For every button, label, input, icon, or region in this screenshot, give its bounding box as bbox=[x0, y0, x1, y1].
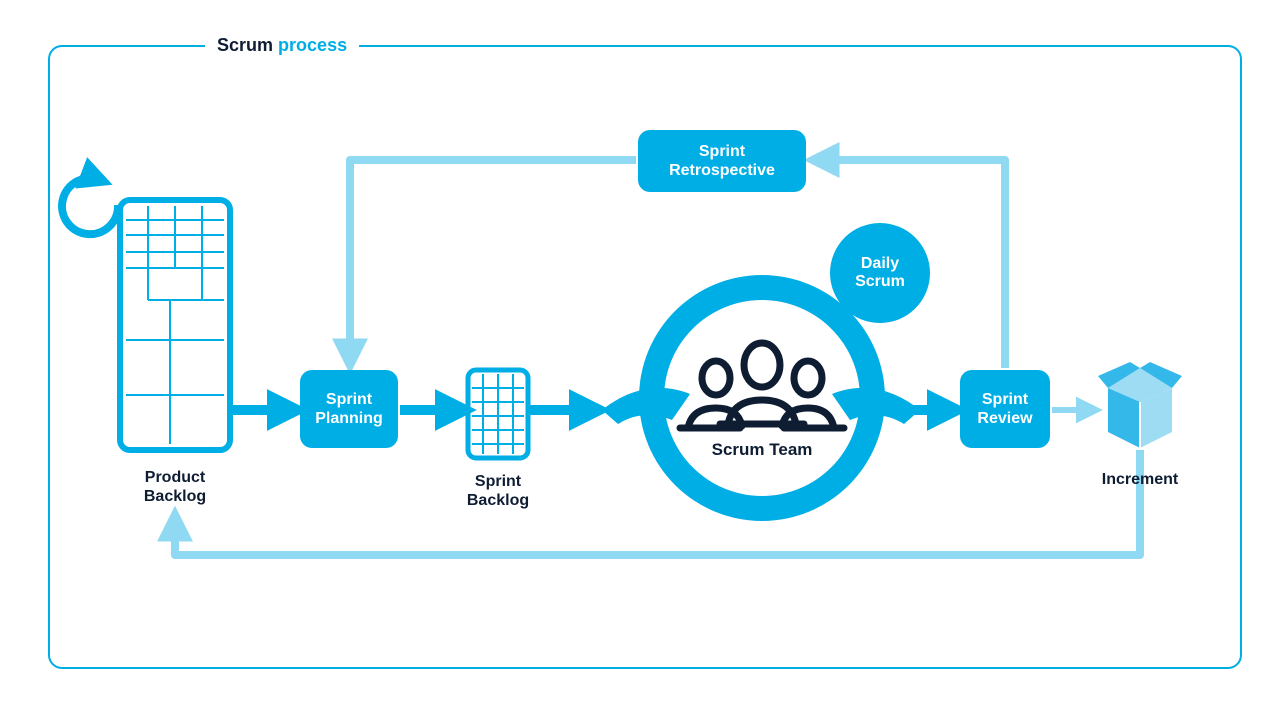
daily-scrum-node: Daily Scrum bbox=[830, 223, 930, 323]
sprint-review-label: Sprint Review bbox=[977, 390, 1032, 428]
sprint-retrospective-label: Sprint Retrospective bbox=[669, 142, 775, 180]
backlog-refresh-arrow-icon bbox=[62, 178, 118, 234]
diagram-svg bbox=[0, 0, 1280, 720]
daily-scrum-label: Daily Scrum bbox=[855, 255, 905, 292]
increment-box-icon bbox=[1098, 362, 1182, 448]
sprint-planning-node: Sprint Planning bbox=[300, 370, 398, 448]
sprint-retrospective-node: Sprint Retrospective bbox=[638, 130, 806, 192]
scrum-team-label: Scrum Team bbox=[682, 440, 842, 460]
sprint-review-node: Sprint Review bbox=[960, 370, 1050, 448]
increment-label: Increment bbox=[1060, 470, 1220, 489]
sprint-backlog-label: Sprint Backlog bbox=[418, 472, 578, 510]
sprint-planning-label: Sprint Planning bbox=[315, 390, 383, 428]
product-backlog-label: Product Backlog bbox=[95, 468, 255, 506]
